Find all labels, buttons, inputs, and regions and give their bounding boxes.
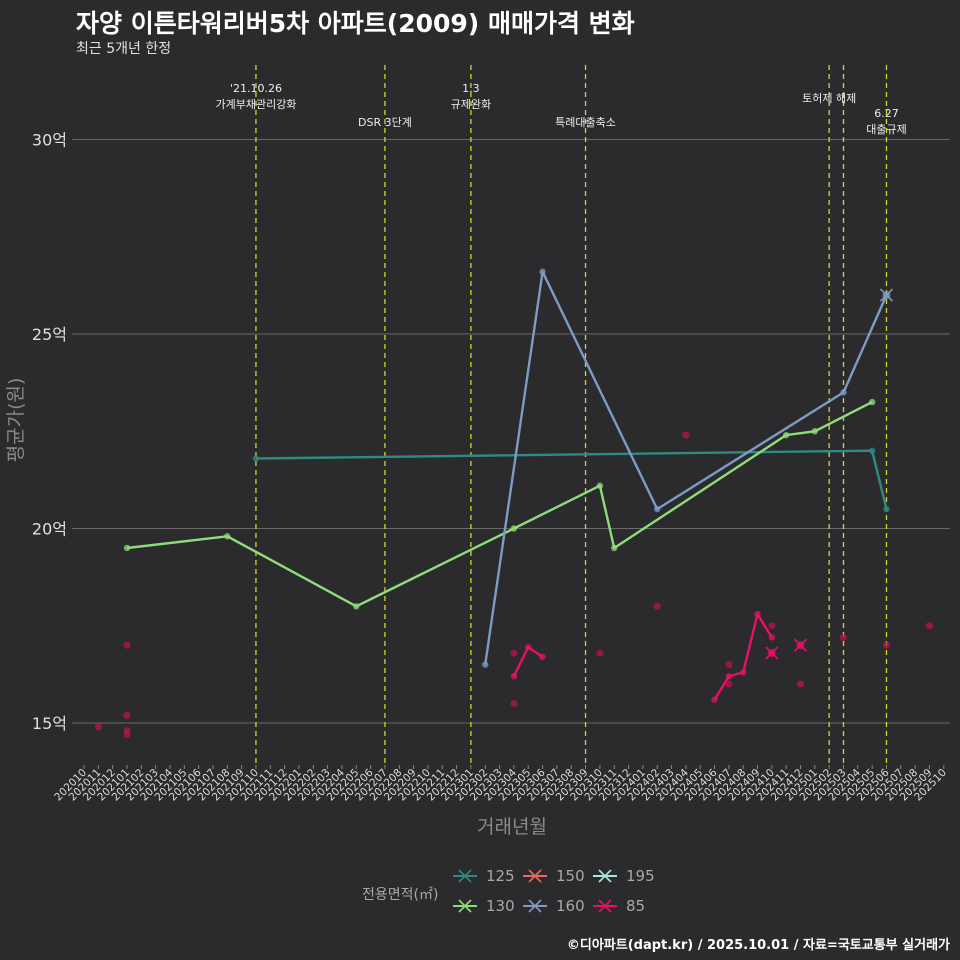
- legend-label: 195: [626, 867, 655, 885]
- policy-annotation: 특례대출축소: [555, 116, 616, 129]
- transaction-point: [123, 641, 131, 649]
- policy-annotation: 규제완화: [451, 98, 491, 111]
- data-point-85: [711, 696, 718, 703]
- data-point-125: [883, 505, 890, 513]
- policy-annotation: 가계부채관리강화: [215, 98, 296, 111]
- transaction-point: [123, 731, 131, 739]
- data-point-130: [596, 482, 604, 489]
- legend-key-icon: [453, 869, 477, 883]
- y-axis-label: 평균가(원): [5, 378, 27, 463]
- legend-key-icon: [523, 899, 547, 913]
- transaction-point: [882, 641, 890, 649]
- data-point-85: [725, 673, 733, 680]
- transaction-point: [725, 661, 733, 669]
- data-point-125: [868, 447, 876, 454]
- latest-marker: [879, 288, 894, 302]
- data-point-125: [252, 455, 260, 462]
- transaction-point: [510, 649, 518, 657]
- credit-line: ©디아파트(dapt.kr) / 2025.10.01 / 자료=국토교통부 실…: [566, 938, 950, 953]
- legend-title: 전용면적(㎡): [362, 887, 439, 903]
- data-point-160: [539, 268, 546, 275]
- y-tick-label: 15억: [32, 714, 67, 733]
- policy-annotation: 1.3: [462, 82, 480, 95]
- transaction-point: [596, 649, 604, 657]
- x-axis-label: 거래년월: [477, 816, 547, 838]
- transaction-point: [653, 602, 661, 610]
- policy-annotation: DSR 3단계: [358, 116, 412, 129]
- legend-label: 130: [486, 897, 515, 915]
- legend-item-125: 125: [452, 866, 515, 886]
- data-point-160: [482, 661, 489, 668]
- transaction-point: [839, 633, 847, 641]
- data-point-130: [224, 533, 231, 540]
- transaction-point: [94, 723, 102, 731]
- legend-key-icon: [523, 869, 547, 883]
- latest-marker-stroke: [765, 646, 779, 660]
- legend-item-195: 195: [592, 866, 655, 886]
- series-line-85: [713, 612, 773, 701]
- series-line-130: [126, 401, 873, 608]
- legend-key-icon: [593, 899, 617, 913]
- data-point-160: [840, 389, 847, 396]
- data-point-130: [123, 544, 131, 552]
- data-point-130: [353, 603, 360, 610]
- series-line-85: [512, 645, 544, 677]
- transaction-point: [725, 680, 733, 688]
- data-point-85: [739, 669, 747, 676]
- y-tick-label: 20억: [32, 520, 67, 539]
- transaction-point: [123, 711, 131, 719]
- data-point-130: [782, 431, 790, 439]
- data-point-130: [510, 525, 518, 532]
- transaction-point: [768, 622, 776, 630]
- legend-item-150: 150: [522, 866, 585, 886]
- legend-label: 125: [486, 867, 515, 885]
- legend-label: 85: [626, 897, 646, 915]
- data-point-85: [525, 643, 532, 651]
- legend-key-icon: [593, 869, 617, 883]
- transaction-point: [682, 431, 690, 439]
- latest-marker-stroke: [793, 638, 808, 652]
- y-tick-label: 25억: [32, 325, 67, 344]
- data-point-130: [611, 544, 618, 552]
- policy-annotation: '21.10.26: [230, 82, 282, 95]
- legend-item-160: 160: [522, 896, 585, 916]
- data-point-130: [868, 398, 876, 406]
- series-line-160: [484, 270, 888, 665]
- data-point-85: [768, 634, 776, 641]
- chart-title: 자양 이튼타워리버5차 아파트(2009) 매매가격 변화: [76, 9, 635, 38]
- data-point-160: [654, 505, 661, 513]
- y-tick-label: 30억: [32, 131, 67, 150]
- policy-annotation: 대출규제: [866, 123, 906, 136]
- transaction-point: [510, 700, 518, 708]
- legend-label: 150: [556, 867, 585, 885]
- legend-item-85: 85: [592, 896, 645, 916]
- legend-key-icon: [453, 899, 477, 913]
- data-point-85: [510, 673, 518, 680]
- legend-item-130: 130: [452, 896, 515, 916]
- chart-subtitle: 최근 5개년 한정: [76, 41, 172, 57]
- legend-label: 160: [556, 897, 585, 915]
- policy-annotation: 토허제 해제: [802, 91, 856, 105]
- transaction-point: [797, 680, 804, 688]
- policy-annotation: 6.27: [874, 107, 899, 120]
- data-point-85: [754, 610, 761, 618]
- latest-marker: [793, 638, 808, 652]
- data-point-130: [811, 428, 819, 435]
- latest-marker-stroke: [879, 288, 894, 302]
- latest-marker: [765, 646, 779, 660]
- transaction-point: [925, 622, 933, 630]
- data-point-85: [539, 653, 546, 661]
